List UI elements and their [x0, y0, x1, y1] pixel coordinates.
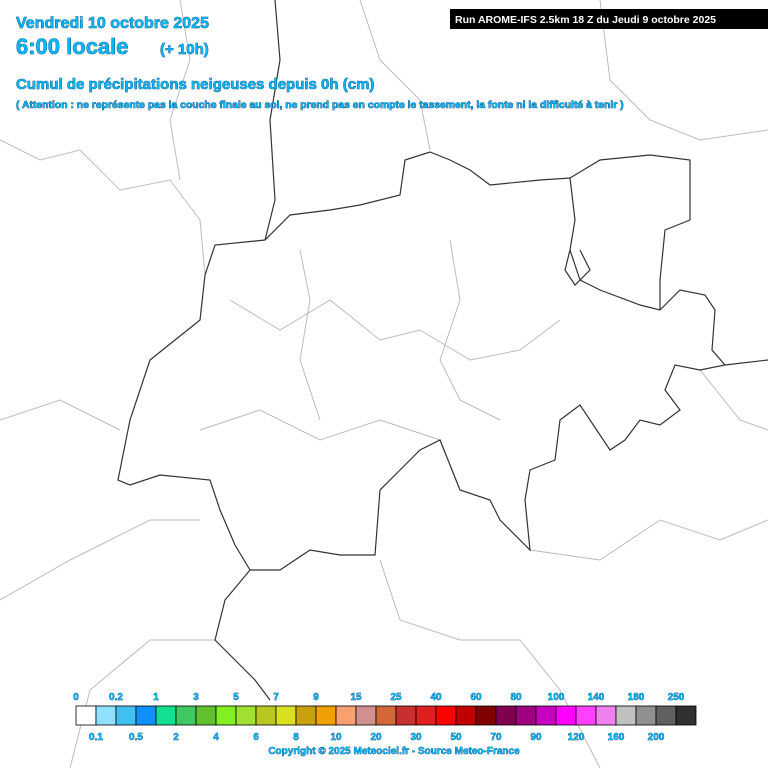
legend-label: 0.2 [109, 692, 123, 703]
legend-swatch [315, 705, 337, 726]
legend-label: 4 [213, 732, 219, 743]
legend-label: 0 [73, 692, 79, 703]
offset: (+ 10h) [160, 41, 209, 58]
legend-swatch [655, 705, 677, 726]
legend-label: 0.5 [129, 732, 143, 743]
legend-swatch [575, 705, 597, 726]
legend-swatch [335, 705, 357, 726]
legend-swatch [495, 705, 517, 726]
date: Vendredi 10 octobre 2025 [16, 15, 209, 32]
legend-label: 30 [410, 732, 422, 743]
legend-swatch [535, 705, 557, 726]
legend-label: 100 [548, 692, 565, 703]
copyright: Copyright © 2025 Meteociel.fr - Source M… [268, 746, 520, 757]
legend-swatch [175, 705, 197, 726]
run-box [450, 9, 768, 29]
legend-swatch [255, 705, 277, 726]
legend-swatch [375, 705, 397, 726]
legend-label: 7 [273, 692, 279, 703]
legend-label: 70 [490, 732, 502, 743]
legend-label: 20 [370, 732, 382, 743]
legend-label: 3 [193, 692, 199, 703]
legend-label: 15 [350, 692, 362, 703]
legend-label: 60 [470, 692, 482, 703]
run: Run AROME-IFS 2.5km 18 Z du Jeudi 9 octo… [455, 14, 716, 26]
legend-swatch [395, 705, 417, 726]
legend-swatch [155, 705, 177, 726]
legend-swatch [275, 705, 297, 726]
title: Cumul de précipitations neigeuses depuis… [16, 76, 374, 93]
legend-swatch [195, 705, 217, 726]
legend-label: 50 [450, 732, 462, 743]
legend-swatch [595, 705, 617, 726]
legend-swatch [235, 705, 257, 726]
legend-label: 40 [430, 692, 442, 703]
legend-swatch [135, 705, 157, 726]
legend-label: 2 [173, 732, 179, 743]
warning: ( Attention : ne représente pas la couch… [16, 100, 624, 111]
legend-label: 140 [588, 692, 605, 703]
legend-swatch [95, 705, 117, 726]
legend-swatch [675, 705, 697, 726]
legend-swatch [635, 705, 657, 726]
legend-swatch [555, 705, 577, 726]
legend-label: 6 [253, 732, 259, 743]
legend-swatch [115, 705, 137, 726]
legend-swatch [415, 705, 437, 726]
legend-swatch [615, 705, 637, 726]
legend-swatch [75, 705, 97, 726]
legend-swatch [355, 705, 377, 726]
legend-label: 1 [153, 692, 159, 703]
legend-label: 200 [648, 732, 665, 743]
legend-label: 0.1 [89, 732, 103, 743]
legend-swatch [475, 705, 497, 726]
legend-label: 90 [530, 732, 542, 743]
legend-label: 9 [313, 692, 319, 703]
legend-swatch [215, 705, 237, 726]
legend-label: 160 [608, 732, 625, 743]
legend-swatch [515, 705, 537, 726]
legend-swatch [295, 705, 317, 726]
legend-label: 180 [628, 692, 645, 703]
legend-label: 5 [233, 692, 239, 703]
legend-swatch [435, 705, 457, 726]
legend-swatch [455, 705, 477, 726]
country-borders [117, 0, 768, 701]
legend-label: 10 [330, 732, 342, 743]
legend-label: 120 [568, 732, 585, 743]
legend-label: 8 [293, 732, 299, 743]
legend-label: 250 [668, 692, 685, 703]
time: 6:00 locale [16, 34, 129, 59]
legend-label: 80 [510, 692, 522, 703]
legend-label: 25 [390, 692, 402, 703]
